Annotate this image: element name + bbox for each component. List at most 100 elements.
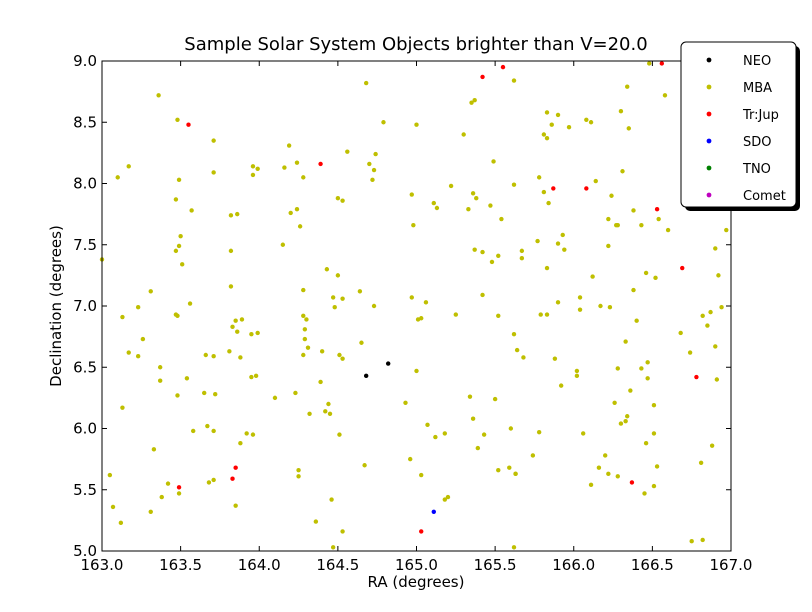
data-point bbox=[588, 120, 594, 125]
data-point bbox=[178, 233, 183, 239]
legend-label: SDO bbox=[743, 135, 772, 150]
data-point bbox=[318, 379, 323, 385]
y-tick-label: 6.5 bbox=[73, 358, 97, 376]
data-point bbox=[230, 476, 235, 481]
data-point bbox=[235, 211, 240, 217]
data-point bbox=[496, 467, 501, 473]
data-point bbox=[470, 191, 476, 196]
legend-label: TNO bbox=[742, 162, 771, 177]
data-point bbox=[555, 300, 561, 305]
data-point bbox=[414, 122, 419, 127]
data-point bbox=[120, 405, 125, 410]
data-point bbox=[157, 378, 163, 383]
data-point bbox=[411, 222, 416, 228]
data-point bbox=[186, 122, 191, 127]
data-point bbox=[175, 313, 180, 318]
data-point bbox=[211, 477, 216, 483]
data-point bbox=[513, 471, 518, 477]
data-point bbox=[530, 453, 536, 458]
x-tick-label: 164.5 bbox=[316, 556, 359, 574]
data-point bbox=[705, 323, 710, 328]
data-point bbox=[474, 196, 479, 201]
data-point bbox=[157, 365, 163, 370]
data-point bbox=[135, 354, 141, 359]
data-point bbox=[173, 197, 179, 202]
data-point bbox=[469, 100, 474, 105]
data-point bbox=[238, 355, 243, 360]
data-point bbox=[467, 394, 473, 399]
data-point bbox=[230, 324, 235, 330]
data-point bbox=[233, 465, 238, 470]
data-point bbox=[324, 267, 330, 272]
data-point bbox=[176, 243, 182, 249]
data-point bbox=[472, 247, 477, 252]
data-point bbox=[255, 166, 260, 171]
data-point bbox=[620, 169, 625, 174]
data-point bbox=[211, 428, 216, 434]
data-point bbox=[480, 249, 485, 255]
data-point bbox=[340, 198, 345, 203]
data-point bbox=[461, 132, 466, 137]
data-point bbox=[590, 274, 595, 279]
data-point bbox=[419, 472, 424, 478]
data-point bbox=[330, 295, 336, 300]
data-point bbox=[302, 336, 308, 342]
data-point bbox=[323, 409, 328, 414]
data-point bbox=[593, 178, 598, 184]
legend-label: NEO bbox=[743, 54, 771, 69]
data-point bbox=[708, 309, 713, 315]
data-point bbox=[719, 305, 724, 310]
data-point bbox=[577, 295, 583, 300]
data-point bbox=[607, 305, 613, 310]
data-point bbox=[318, 161, 323, 167]
data-point bbox=[434, 205, 440, 211]
data-point bbox=[544, 135, 550, 141]
data-point bbox=[419, 529, 424, 534]
data-point bbox=[250, 432, 256, 437]
data-point bbox=[598, 303, 603, 309]
y-tick-label: 8.5 bbox=[73, 113, 97, 131]
data-point bbox=[272, 395, 278, 401]
data-point bbox=[189, 208, 194, 213]
legend-marker bbox=[706, 57, 712, 63]
data-point bbox=[250, 164, 256, 169]
data-point bbox=[629, 480, 635, 485]
data-point bbox=[551, 186, 556, 191]
data-point bbox=[470, 416, 476, 421]
data-point bbox=[651, 431, 657, 436]
data-point bbox=[330, 545, 336, 550]
data-point bbox=[340, 296, 345, 301]
data-point bbox=[700, 313, 705, 318]
data-point bbox=[296, 474, 301, 479]
data-point bbox=[642, 491, 647, 496]
y-tick-label: 7.0 bbox=[73, 297, 97, 315]
data-point bbox=[662, 93, 668, 98]
data-point bbox=[519, 248, 525, 254]
data-point bbox=[480, 292, 485, 298]
data-point bbox=[647, 61, 652, 66]
legend-label: MBA bbox=[743, 81, 772, 96]
data-point bbox=[615, 474, 620, 479]
data-point bbox=[680, 265, 685, 271]
data-point bbox=[492, 396, 498, 402]
data-point bbox=[546, 200, 551, 206]
data-point bbox=[584, 186, 589, 191]
data-point bbox=[148, 509, 153, 514]
data-point bbox=[238, 441, 243, 446]
data-point bbox=[496, 253, 501, 258]
data-point bbox=[614, 222, 619, 228]
data-point bbox=[250, 172, 256, 178]
data-point bbox=[423, 300, 429, 305]
legend: NEO MBA Tr:Jup SDO TNO Comet bbox=[680, 41, 800, 211]
data-point bbox=[442, 497, 448, 502]
data-point bbox=[282, 165, 287, 170]
data-point bbox=[623, 418, 628, 424]
data-point bbox=[544, 110, 550, 115]
data-point bbox=[385, 361, 391, 366]
data-point bbox=[651, 403, 657, 408]
data-point bbox=[445, 494, 451, 500]
data-point bbox=[588, 482, 594, 488]
data-point bbox=[249, 331, 254, 337]
data-point bbox=[176, 177, 182, 183]
data-point bbox=[555, 112, 561, 118]
